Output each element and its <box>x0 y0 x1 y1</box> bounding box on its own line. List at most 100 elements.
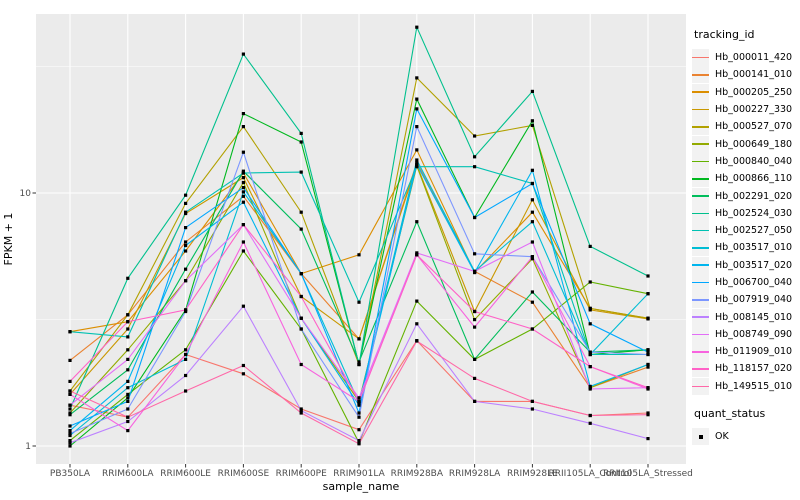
legend-entry-label: Hb_000205_250 <box>715 86 793 98</box>
data-point <box>184 226 188 230</box>
data-point <box>68 429 72 433</box>
data-point <box>184 201 188 205</box>
data-point <box>184 267 188 271</box>
data-point <box>241 304 245 308</box>
data-point <box>241 186 245 190</box>
data-point <box>357 300 361 304</box>
legend-line-swatch-icon <box>692 385 709 388</box>
legend-line-swatch-icon <box>692 177 709 180</box>
data-point <box>241 200 245 204</box>
quant-status-legend: quant_status OK <box>692 407 798 446</box>
data-point <box>184 389 188 393</box>
y-tick-label-10: 10 <box>20 189 32 199</box>
data-point <box>68 431 72 436</box>
legend-line-swatch-icon <box>692 56 709 59</box>
data-point <box>357 396 361 400</box>
data-point <box>473 134 477 138</box>
legend-entry-label: Hb_002527_050 <box>715 225 793 237</box>
data-point <box>357 403 361 407</box>
legend-line-swatch-icon <box>692 212 709 215</box>
data-point <box>473 325 477 329</box>
legend-entry-label: Hb_000011_420 <box>715 52 793 64</box>
legend-entry-label: OK <box>715 431 729 443</box>
data-point <box>357 360 361 364</box>
data-point <box>530 240 534 244</box>
data-point <box>473 309 477 314</box>
data-point <box>184 348 188 352</box>
data-point <box>530 220 534 224</box>
data-point <box>415 251 419 255</box>
legend-entry: Hb_000527_070 <box>692 118 798 136</box>
data-point <box>646 411 650 415</box>
legend-entry-label: Hb_000141_010 <box>715 69 793 81</box>
legend-entry: Hb_000649_180 <box>692 135 798 153</box>
data-point <box>473 357 477 361</box>
data-point <box>530 327 534 331</box>
data-point <box>588 413 592 418</box>
data-point <box>68 441 72 445</box>
data-point <box>299 210 303 214</box>
data-point <box>646 365 650 369</box>
x-axis-title: sample_name <box>323 480 400 493</box>
legend: tracking_id Hb_000011_420 Hb_000141_010 Hb… <box>692 28 798 446</box>
legend-entry: Hb_002527_050 <box>692 222 798 240</box>
data-point <box>473 165 477 169</box>
data-point <box>530 255 534 259</box>
plot-panel <box>32 14 686 468</box>
data-point <box>588 421 592 425</box>
x-tick-label: RRIM600SE <box>218 469 270 479</box>
data-point <box>357 411 361 415</box>
data-point <box>241 176 245 180</box>
data-point <box>415 160 419 165</box>
legend-key-box <box>692 428 709 446</box>
legend-key-box <box>692 360 709 378</box>
legend-key-box <box>692 256 709 274</box>
data-point <box>588 244 592 248</box>
legend-key-box <box>692 343 709 361</box>
data-point <box>68 433 72 438</box>
legend-entry-label: Hb_000840_040 <box>715 155 793 167</box>
data-point <box>646 413 650 417</box>
legend-entry-label: Hb_002291_020 <box>715 190 793 202</box>
data-point <box>357 362 361 367</box>
data-point <box>126 313 130 317</box>
data-point <box>415 322 419 326</box>
data-point <box>415 125 419 129</box>
data-point <box>126 429 130 433</box>
data-point <box>473 252 477 256</box>
data-point <box>588 280 592 284</box>
data-point <box>241 363 245 368</box>
x-tick-label: RRIM928LE <box>507 469 558 479</box>
data-point <box>530 181 534 186</box>
legend-entry: Hb_006700_040 <box>692 274 798 291</box>
data-point <box>126 386 130 390</box>
data-point <box>473 376 477 380</box>
legend-line-swatch-icon <box>692 247 709 249</box>
legend-entry: Hb_000866_110 <box>692 170 798 188</box>
legend-line-swatch-icon <box>692 143 709 145</box>
data-point <box>184 193 188 197</box>
data-point <box>299 411 303 415</box>
data-point <box>473 215 477 220</box>
legend-entry: Hb_000011_420 <box>692 49 798 67</box>
data-point <box>299 131 303 135</box>
data-point <box>184 352 188 357</box>
data-point <box>415 97 419 101</box>
x-tick-label: RRIM600LA <box>102 469 154 479</box>
legend-entry: Hb_008145_010 <box>692 308 798 326</box>
data-point <box>68 439 72 443</box>
data-point <box>184 373 188 378</box>
legend-entry: Hb_008749_090 <box>692 325 798 343</box>
data-point <box>588 306 592 310</box>
legend-line-swatch-icon <box>692 229 709 232</box>
data-point <box>588 352 592 357</box>
data-point <box>588 350 592 354</box>
x-tick-label: RRIM928LA <box>449 469 501 479</box>
legend-key-box <box>692 49 709 67</box>
x-tick-label: RRII105LA_Stressed <box>603 469 693 479</box>
legend-key-box <box>692 170 709 188</box>
legend-line-swatch-icon <box>692 299 709 301</box>
data-point <box>530 300 534 304</box>
data-point <box>126 276 130 280</box>
